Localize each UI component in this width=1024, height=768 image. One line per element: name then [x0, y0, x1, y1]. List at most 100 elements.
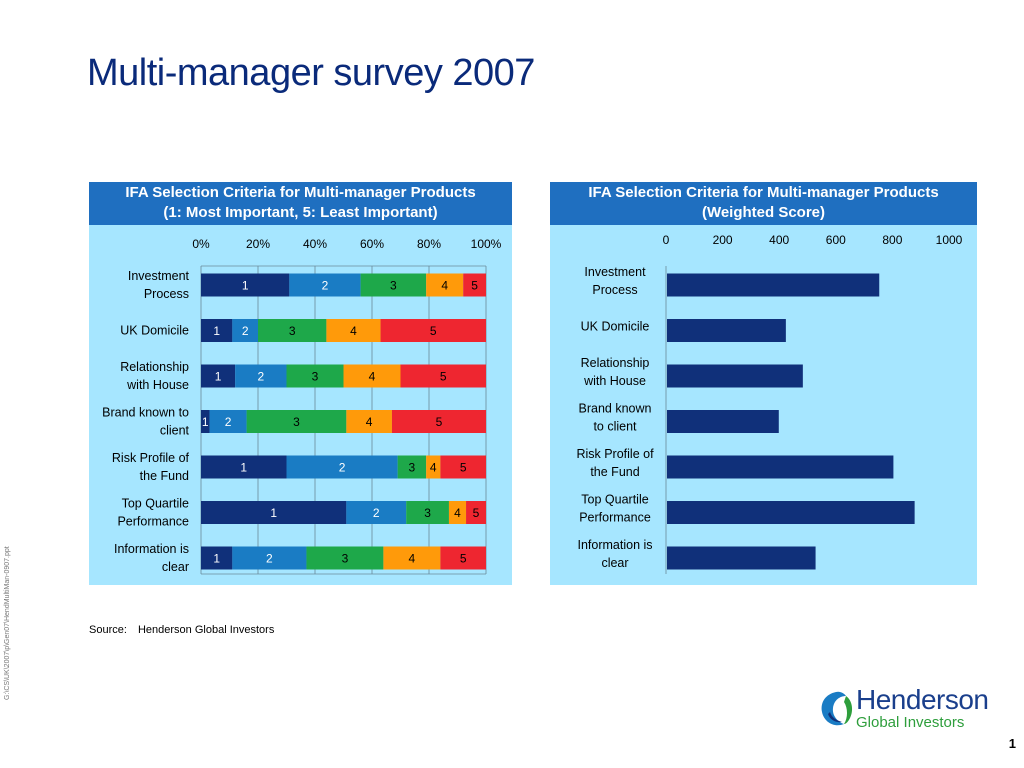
stacked-bar-segment — [380, 319, 486, 342]
category-label-line: Investment — [584, 265, 646, 279]
logo-subtitle: Global Investors — [856, 714, 965, 731]
henderson-logo-icon — [821, 691, 853, 726]
stacked-bar-segment — [201, 501, 347, 524]
stacked-bar-segment — [440, 546, 486, 570]
category-label-line: the Fund — [140, 469, 189, 483]
logo-name: Henderson — [856, 684, 989, 715]
x-tick-label: 20% — [246, 237, 270, 251]
stacked-bar-segment — [400, 364, 486, 388]
category-label-line: Risk Profile of — [576, 447, 654, 461]
source-label: Source: — [89, 624, 127, 636]
category-label-line: clear — [601, 556, 628, 570]
stacked-bar-segment — [201, 546, 233, 570]
segment-rank-label: 1 — [202, 415, 209, 429]
category-label-line: UK Domicile — [120, 324, 189, 338]
category-label-line: the Fund — [590, 465, 639, 479]
stacked-bar-segment — [246, 410, 347, 433]
category-label-line: Top Quartile — [581, 493, 648, 507]
source-text: Henderson Global Investors — [137, 624, 275, 636]
category-label: Information is clear — [114, 542, 189, 574]
x-tick-label: 80% — [417, 237, 441, 251]
stacked-bar-segment — [360, 273, 427, 297]
category-label-line: Performance — [579, 511, 651, 525]
segment-rank-label: 5 — [430, 324, 437, 338]
category-label-line: with House — [126, 378, 189, 392]
segment-rank-label: 5 — [471, 279, 478, 293]
category-label-line: Information is — [114, 542, 189, 556]
x-tick-label: 200 — [713, 233, 733, 247]
score-bar — [667, 273, 880, 297]
x-tick-label: 60% — [360, 237, 384, 251]
segment-rank-label: 4 — [366, 415, 373, 429]
category-label-line: Relationship — [581, 356, 650, 370]
stacked-bar-segment — [306, 546, 384, 570]
score-bar — [667, 410, 779, 433]
stacked-bar-segment — [201, 273, 290, 297]
stacked-bar-segment — [201, 364, 236, 388]
stacked-bar-segment — [383, 546, 441, 570]
score-bar — [667, 455, 894, 479]
page-number: 1 — [1008, 736, 1016, 751]
segment-rank-label: 3 — [409, 461, 416, 475]
score-bar — [667, 501, 915, 524]
category-label: UK Domicile — [120, 324, 189, 338]
ranking-chart-title-line2: (1: Most Important, 5: Least Important) — [163, 204, 438, 221]
category-label: Relationship with House — [581, 356, 650, 388]
stacked-bar-segment — [235, 364, 287, 388]
stacked-bar-segment — [232, 546, 307, 570]
category-label-line: Top Quartile — [122, 497, 189, 511]
stacked-bar-segment — [397, 455, 427, 479]
segment-rank-label: 5 — [440, 370, 447, 384]
weighted-score-chart-title-line1: IFA Selection Criteria for Multi-manager… — [588, 184, 939, 201]
stacked-bar-segment — [209, 410, 247, 433]
stacked-bar-segment — [232, 319, 258, 342]
henderson-logo: Henderson Global Investors — [818, 684, 989, 734]
category-label: Top Quartile Performance — [117, 497, 189, 529]
category-label-line: Risk Profile of — [112, 451, 190, 465]
stacked-bar-segment — [286, 364, 344, 388]
segment-rank-label: 5 — [460, 552, 467, 566]
score-bar — [667, 546, 816, 570]
category-label-line: clear — [162, 560, 189, 574]
stacked-bar-segment — [201, 319, 233, 342]
segment-rank-label: 4 — [441, 279, 448, 293]
segment-rank-label: 3 — [390, 279, 397, 293]
segment-rank-label: 1 — [240, 461, 247, 475]
segment-rank-label: 5 — [460, 461, 467, 475]
weighted-score-chart: 0 200 400 600 800 1000 Investment Process UK Dom… — [576, 233, 963, 574]
category-label: Top Quartile Performance — [579, 493, 651, 525]
segment-rank-label: 5 — [436, 415, 443, 429]
stacked-bar-segment — [448, 501, 467, 524]
category-label-line: Performance — [117, 515, 189, 529]
weighted-score-chart-title: IFA Selection Criteria for Multi-manager… — [550, 182, 977, 225]
category-label: Risk Profile of the Fund — [112, 451, 190, 483]
stacked-bar-segment — [466, 501, 486, 524]
category-label-line: Relationship — [120, 360, 189, 374]
source-note: Source: Henderson Global Investors — [89, 624, 274, 636]
category-label-line: Brand known — [579, 402, 652, 416]
stacked-bar-segment — [201, 410, 210, 433]
category-label-line: to client — [593, 420, 637, 434]
stacked-bar-segment — [286, 455, 398, 479]
x-tick-label: 0% — [192, 237, 210, 251]
stacked-bar-segment — [426, 273, 464, 297]
category-label-line: UK Domicile — [581, 320, 650, 334]
ranking-chart-title-line1: IFA Selection Criteria for Multi-manager… — [125, 184, 476, 201]
x-tick-label: 800 — [882, 233, 902, 247]
segment-rank-label: 4 — [430, 461, 437, 475]
category-label-line: Process — [592, 283, 637, 297]
segment-rank-label: 1 — [213, 324, 220, 338]
x-tick-label: 400 — [769, 233, 789, 247]
segment-rank-label: 1 — [242, 279, 249, 293]
category-label-line: Brand known to — [102, 406, 189, 420]
category-label: Investment Process — [128, 269, 190, 301]
category-label: Investment Process — [584, 265, 646, 297]
stacked-bar-segment — [406, 501, 449, 524]
x-tick-label: 100% — [471, 237, 502, 251]
x-tick-label: 1000 — [936, 233, 963, 247]
weighted-score-chart-title-line2: (Weighted Score) — [701, 204, 826, 221]
category-label: Relationship with House — [120, 360, 189, 392]
category-label-line: client — [160, 424, 190, 438]
stacked-bar-segment — [463, 273, 486, 297]
